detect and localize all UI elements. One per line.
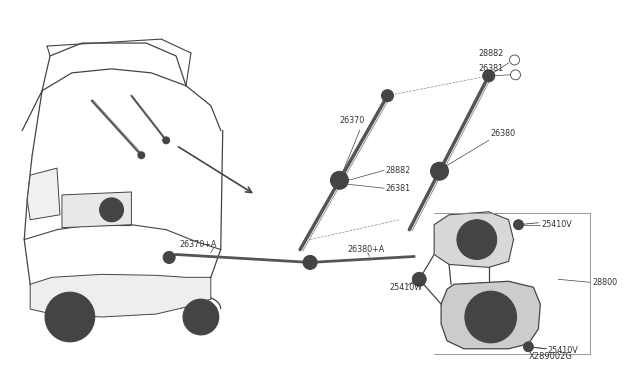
Text: 26370: 26370 (340, 116, 365, 125)
Circle shape (306, 259, 314, 266)
Polygon shape (62, 192, 131, 228)
Circle shape (330, 171, 348, 189)
Circle shape (471, 234, 483, 246)
Circle shape (524, 342, 533, 352)
Text: 26381: 26381 (479, 64, 504, 73)
Circle shape (385, 93, 390, 99)
Circle shape (412, 272, 426, 286)
Circle shape (431, 162, 449, 180)
Text: 25410W: 25410W (390, 283, 422, 292)
Circle shape (381, 90, 394, 102)
Circle shape (163, 251, 175, 263)
Circle shape (457, 220, 497, 259)
Circle shape (475, 301, 507, 333)
Circle shape (163, 137, 170, 144)
Circle shape (64, 311, 76, 323)
Text: 28882: 28882 (479, 48, 504, 58)
Text: 26380: 26380 (491, 129, 516, 138)
Polygon shape (434, 212, 513, 267)
Circle shape (465, 291, 516, 343)
Circle shape (104, 202, 120, 218)
Circle shape (483, 70, 495, 82)
Text: X289002G: X289002G (529, 352, 572, 361)
Circle shape (138, 152, 145, 159)
Circle shape (183, 299, 219, 335)
Text: 28882: 28882 (385, 166, 410, 175)
Polygon shape (30, 274, 211, 317)
Text: 26381: 26381 (385, 184, 410, 193)
Circle shape (484, 310, 498, 324)
Text: 28800: 28800 (592, 278, 617, 287)
Text: 26380+A: 26380+A (348, 245, 385, 254)
Circle shape (465, 228, 489, 251)
Polygon shape (28, 168, 60, 220)
Polygon shape (441, 281, 540, 349)
Circle shape (100, 198, 124, 222)
Circle shape (435, 166, 444, 176)
Circle shape (513, 220, 524, 230)
Text: 26370+A: 26370+A (179, 240, 216, 249)
Circle shape (45, 292, 95, 342)
Circle shape (303, 256, 317, 269)
Text: 25410V: 25410V (541, 220, 572, 229)
Circle shape (335, 175, 344, 185)
Text: 25410V: 25410V (547, 346, 578, 355)
Circle shape (56, 303, 84, 331)
Circle shape (166, 254, 173, 261)
Circle shape (486, 73, 492, 79)
